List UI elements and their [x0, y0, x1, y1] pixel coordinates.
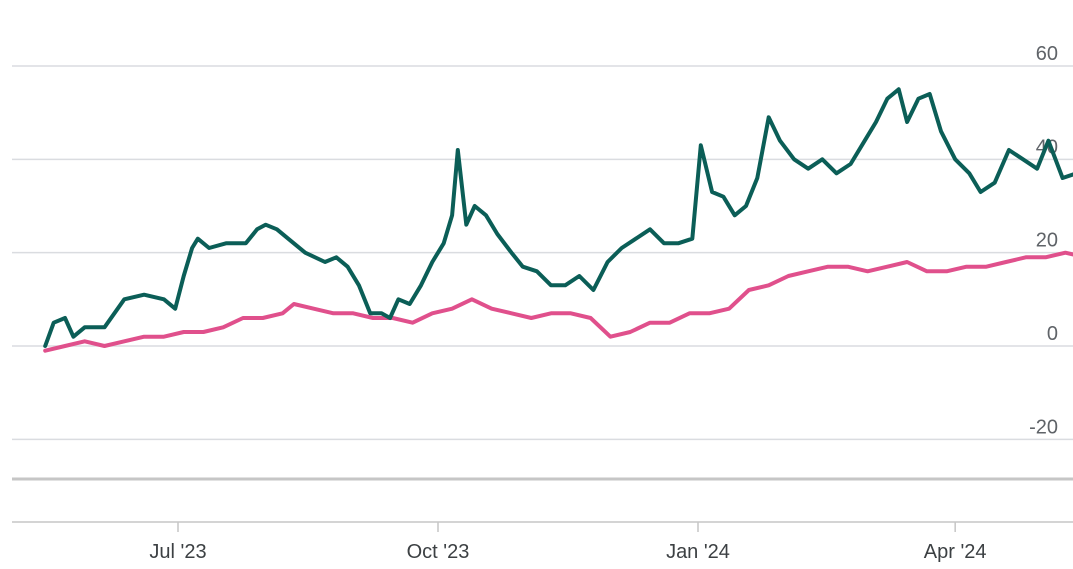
x-tick-label: Jan '24 — [666, 541, 730, 563]
series-line — [43, 87, 1073, 348]
y-tick-label: 0 — [1047, 323, 1058, 345]
x-tick-label: Oct '23 — [407, 541, 470, 563]
y-tick-label: 20 — [1036, 230, 1058, 252]
series-lines — [43, 87, 1073, 353]
y-tick-label: 60 — [1036, 43, 1058, 65]
series-line — [43, 250, 1073, 353]
y-tick-label: -20 — [1029, 416, 1058, 438]
x-tick-label: Apr '24 — [924, 541, 987, 563]
x-axis: Jul '23 Oct '23 Jan '24 Apr '24 — [12, 521, 1073, 563]
grid-lines — [12, 65, 1073, 441]
x-tick-label: Jul '23 — [149, 541, 206, 563]
